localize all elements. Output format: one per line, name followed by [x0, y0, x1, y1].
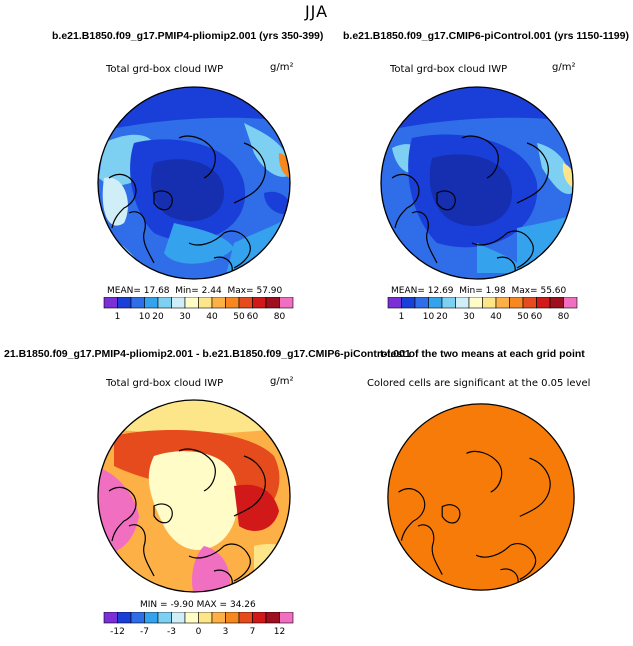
colorbar-swatch	[563, 297, 578, 309]
panel3-stats: MIN = -9.90 MAX = 34.26	[140, 600, 256, 610]
panel3-header: 21.B1850.f09_g17.PMIP4-pliomip2.001 - b.…	[4, 348, 411, 360]
colorbar-swatch	[238, 612, 253, 624]
colorbar-swatch	[428, 297, 443, 309]
colorbar-swatch	[387, 297, 402, 309]
colorbar-swatch	[468, 297, 483, 309]
colorbar-swatch	[495, 297, 510, 309]
panel4-significance-map	[387, 403, 575, 591]
colorbar-swatch	[441, 297, 456, 309]
colorbar-swatch	[211, 612, 226, 624]
figure-title: JJA	[304, 2, 329, 21]
colorbar-swatch	[130, 297, 145, 309]
colorbar-swatch	[184, 297, 199, 309]
colorbar-tick-label: -3	[167, 627, 176, 637]
colorbar-tick-label: 20	[152, 312, 164, 322]
panel1-var-label: Total grd-box cloud IWP	[106, 64, 224, 75]
panel1-polar-map	[97, 86, 291, 280]
panel2-units: g/m²	[552, 62, 576, 73]
colorbar-swatch	[198, 612, 213, 624]
panel1-header: b.e21.B1850.f09_g17.PMIP4-pliomip2.001 (…	[52, 30, 324, 42]
colorbar-tick-label: 60	[247, 312, 259, 322]
panel3-difference-map	[97, 399, 291, 593]
colorbar-swatch	[549, 297, 564, 309]
panel1-stats: MEAN= 17.68 Min= 2.44 Max= 57.90	[107, 286, 283, 296]
colorbar-swatch	[225, 297, 240, 309]
colorbar-tick-label: 1	[399, 312, 405, 322]
colorbar-swatch	[171, 297, 186, 309]
colorbar-swatch	[103, 612, 118, 624]
colorbar-swatch	[157, 297, 172, 309]
colorbar-swatch	[252, 612, 267, 624]
colorbar-tick-label: -7	[140, 627, 149, 637]
colorbar-swatch	[184, 612, 199, 624]
colorbar-swatch	[130, 612, 145, 624]
panel2-header: b.e21.B1850.f09_g17.CMIP6-piControl.001 …	[343, 30, 629, 42]
panel2-var-label: Total grd-box cloud IWP	[390, 64, 508, 75]
panel3-units: g/m²	[270, 376, 294, 387]
colorbar-tick-label: 10	[139, 312, 151, 322]
colorbar-swatch	[103, 297, 118, 309]
panel4-var-label: Colored cells are significant at the 0.0…	[367, 378, 591, 389]
colorbar-swatch	[117, 612, 132, 624]
colorbar-tick-label: 20	[436, 312, 448, 322]
colorbar-tick-label: 50	[233, 312, 245, 322]
panel2-stats: MEAN= 12.69 Min= 1.98 Max= 55.60	[391, 286, 567, 296]
colorbar-tick-label: 80	[274, 312, 286, 322]
colorbar-tick-label: 1	[115, 312, 121, 322]
colorbar-tick-label: 30	[463, 312, 475, 322]
panel1-colorbar: 1 10 20 30 40 50 60 80	[103, 297, 294, 322]
colorbar-tick-label: 50	[517, 312, 529, 322]
colorbar-tick-label: 10	[423, 312, 435, 322]
colorbar-swatch	[279, 297, 294, 309]
colorbar-tick-label: 40	[206, 312, 218, 322]
colorbar-swatch	[265, 612, 280, 624]
colorbar-tick-label: 40	[490, 312, 502, 322]
colorbar-tick-label: 0	[196, 627, 202, 637]
colorbar-tick-label: 12	[274, 627, 285, 637]
colorbar-swatch	[482, 297, 497, 309]
colorbar-tick-label: 3	[223, 627, 229, 637]
colorbar-swatch	[225, 612, 240, 624]
colorbar-swatch	[265, 297, 280, 309]
panel3-colorbar: -12 -7 -3 0 3 7 12	[103, 612, 294, 637]
colorbar-swatch	[144, 297, 159, 309]
colorbar-swatch	[157, 612, 172, 624]
colorbar-swatch	[144, 612, 159, 624]
colorbar-swatch	[117, 297, 132, 309]
colorbar-swatch	[238, 297, 253, 309]
panel3-var-label: Total grd-box cloud IWP	[106, 378, 224, 389]
colorbar-tick-label: -12	[110, 627, 125, 637]
colorbar-swatch	[414, 297, 429, 309]
colorbar-swatch	[509, 297, 524, 309]
panel2-polar-map	[380, 86, 574, 280]
colorbar-swatch	[536, 297, 551, 309]
panel2-colorbar: 1 10 20 30 40 50 60 80	[387, 297, 578, 322]
colorbar-tick-label: 80	[558, 312, 570, 322]
colorbar-tick-label: 30	[179, 312, 191, 322]
colorbar-swatch	[198, 297, 213, 309]
panel1-units: g/m²	[270, 62, 294, 73]
colorbar-tick-label: 60	[531, 312, 543, 322]
colorbar-swatch	[171, 612, 186, 624]
colorbar-swatch	[252, 297, 267, 309]
colorbar-tick-label: 7	[250, 627, 256, 637]
colorbar-swatch	[455, 297, 470, 309]
colorbar-swatch	[522, 297, 537, 309]
colorbar-swatch	[211, 297, 226, 309]
panel4-header: t-test of the two means at each grid poi…	[380, 348, 585, 360]
colorbar-swatch	[279, 612, 294, 624]
colorbar-swatch	[401, 297, 416, 309]
